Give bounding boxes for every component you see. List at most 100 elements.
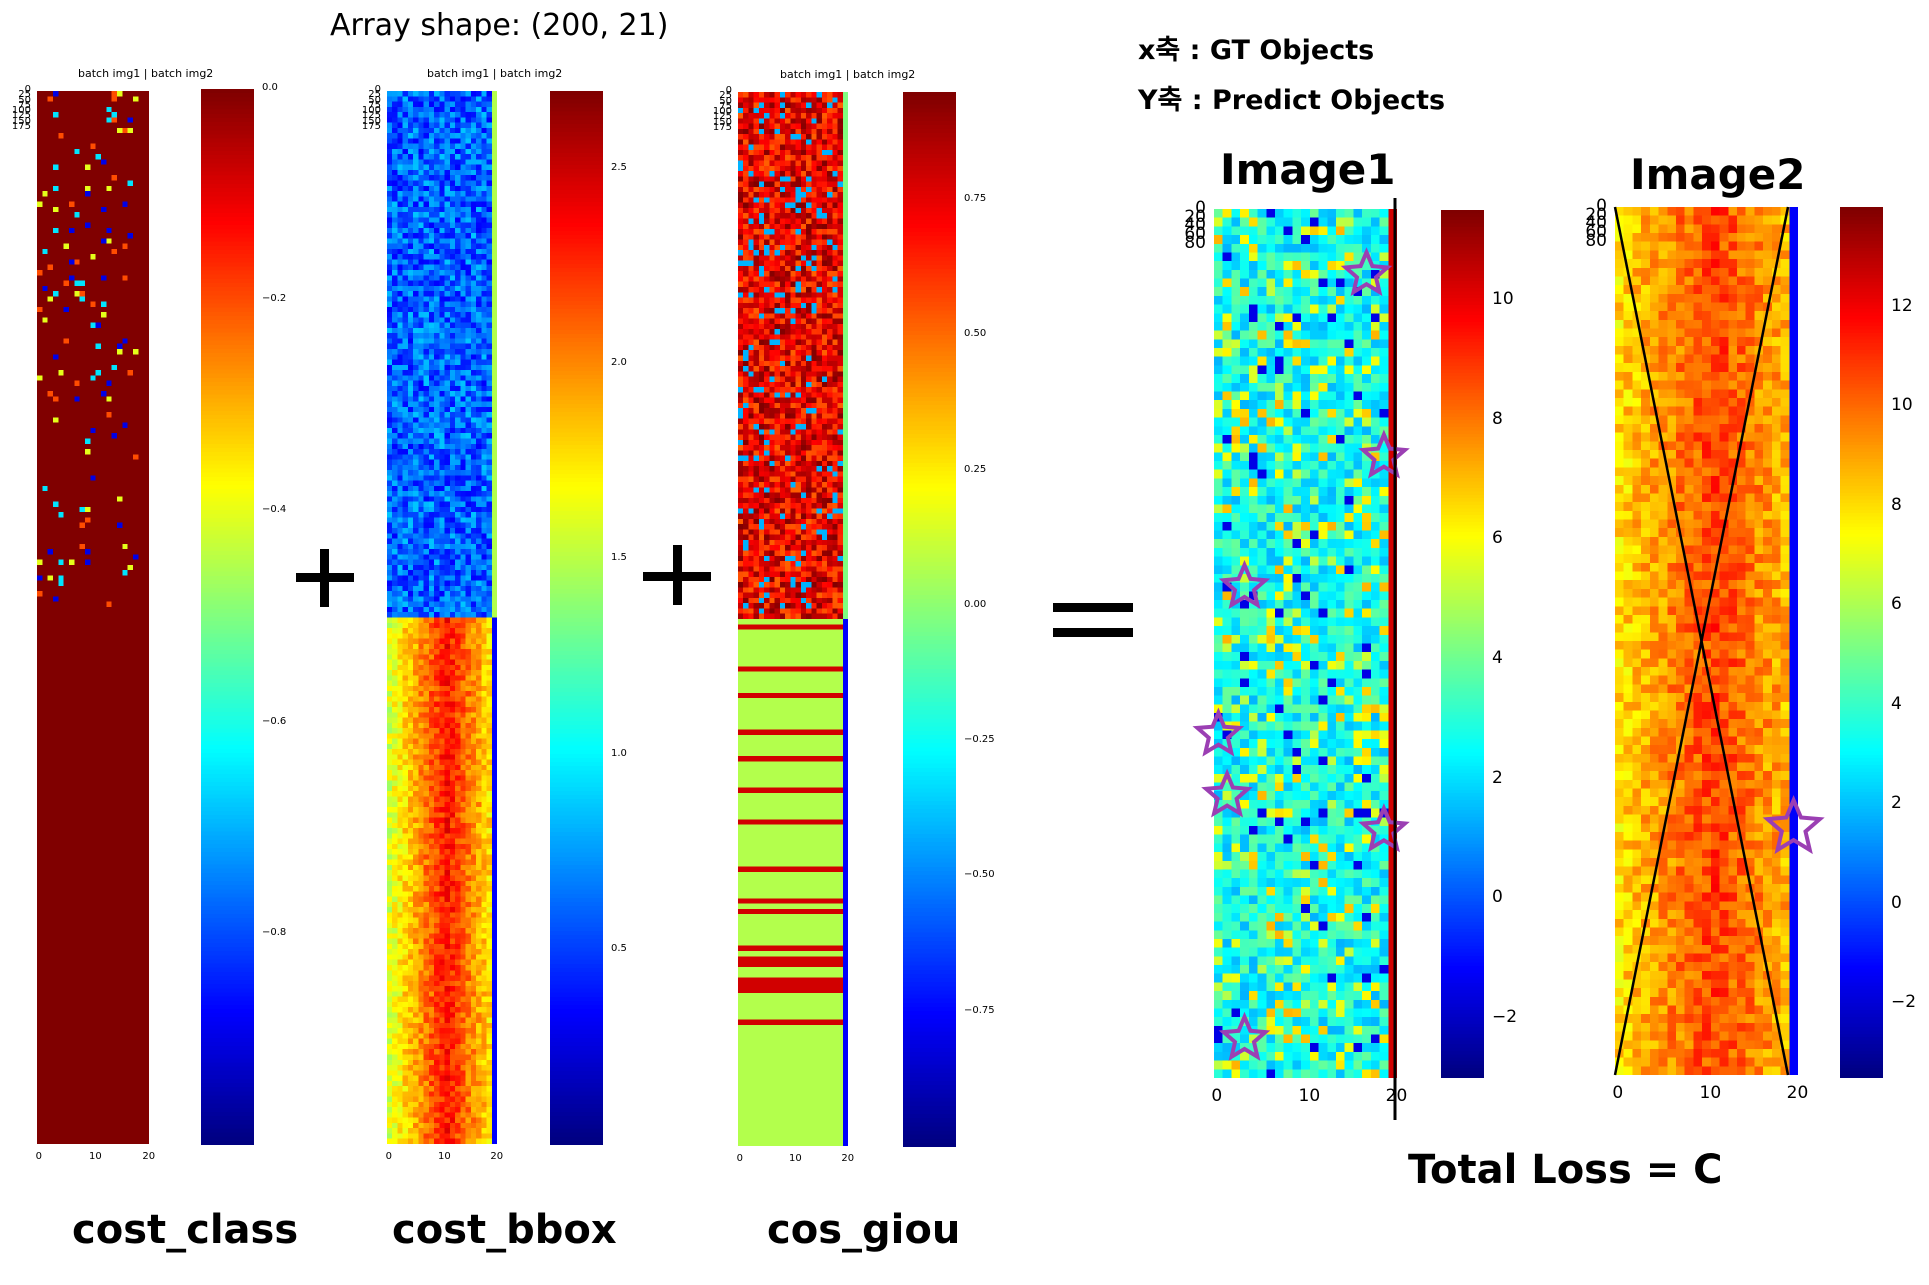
star-marker-icon [1762,794,1825,855]
x-tick-label: 0 [736,1153,743,1164]
colorbar-tick-label: 0 [1891,892,1902,913]
y-tick-label: 80 [1585,230,1607,251]
x-tick-label: 20 [841,1153,855,1164]
y-tick-label: 40 [1585,213,1607,234]
colorbar-tick-label: −0.8 [262,926,287,938]
x-tick-label: 20 [142,1151,156,1162]
y-tick-label: 100 [361,105,381,117]
y-tick-label: 175 [361,120,381,132]
x-tick-label: 10 [789,1153,802,1164]
cos-giou-colorbar [903,92,956,1147]
y-tick-label: 40 [1184,215,1206,236]
colorbar-tick-label: 8 [1891,494,1902,515]
y-tick-label: 0 [24,84,31,95]
y-tick-label: 25 [719,90,732,102]
y-tick-label: 50 [719,95,732,107]
cost-class-heatmap [37,91,149,1144]
y-tick-label: 60 [1184,224,1206,245]
y-tick-label: 25 [18,89,31,101]
y-tick-label: 75 [368,99,381,111]
star-marker-icon [1201,768,1253,818]
colorbar-tick-label: 1.5 [611,552,627,564]
colorbar-tick-label: 0.25 [964,463,987,475]
cost-bbox-label: cost_bbox [392,1207,617,1253]
x-tick-label: 0 [1612,1083,1624,1103]
star-marker-icon [1218,559,1271,609]
y-tick-label: 60 [1585,222,1607,243]
colorbar-tick-label: 8 [1492,408,1503,429]
y-tick-label: 125 [361,110,381,122]
x-tick-label: 0 [1211,1086,1223,1106]
y-tick-label: 0 [1195,198,1206,218]
image2-heatmap [1615,207,1798,1075]
star-marker-icon [1218,1011,1271,1061]
cost-bbox-colorbar [550,91,603,1145]
star-marker-icon [1192,707,1245,757]
colorbar-tick-label: −0.25 [964,734,995,746]
colorbar-tick-label: 2.0 [611,357,627,369]
y-tick-label: 0 [1596,196,1607,216]
colorbar-tick-label: 4 [1891,693,1902,714]
x-axis-note: x축 : GT Objects [1138,35,1375,66]
x-tick-label: 20 [1786,1083,1809,1103]
cos-giou-label: cos_giou [767,1207,961,1253]
star-marker-icon [1340,247,1393,297]
colorbar-tick-label: 2 [1891,793,1902,814]
y-tick-label: 75 [719,100,732,112]
colorbar-tick-label: 12 [1891,295,1913,316]
x-tick-label: 10 [1699,1083,1722,1103]
y-tick-label: 50 [368,94,381,106]
batch-label: batch img1 | batch img2 [427,67,563,80]
x-tick-label: 10 [438,1151,451,1162]
colorbar-tick-label: 1.0 [611,747,627,759]
colorbar-tick-label: 0.00 [964,598,987,610]
y-tick-label: 80 [1184,232,1206,253]
x-tick-label: 0 [385,1151,392,1162]
array-shape-label: Array shape: (200, 21) [330,8,669,43]
image2-colorbar [1840,207,1883,1078]
y-tick-label: 20 [1585,204,1607,225]
y-tick-label: 20 [1184,206,1206,227]
colorbar-tick-label: −0.6 [262,715,287,727]
colorbar-tick-label: 4 [1492,647,1503,668]
x-tick-label: 10 [1298,1086,1321,1106]
colorbar-tick-label: −0.75 [964,1004,995,1016]
y-tick-label: 150 [11,115,31,127]
cost-class-label: cost_class [72,1207,299,1253]
y-tick-label: 175 [11,120,31,132]
total-loss-label: Total Loss = C [1408,1147,1723,1193]
colorbar-tick-label: 0.50 [964,328,987,340]
cost-class-colorbar [201,89,254,1145]
y-tick-label: 50 [18,94,31,106]
colorbar-tick-label: −0.2 [262,293,287,305]
y-tick-label: 0 [374,84,381,95]
y-tick-label: 125 [11,110,31,122]
cost-bbox-heatmap [387,91,497,1144]
image1-colorbar [1441,210,1484,1078]
star-marker-icon [1358,429,1410,479]
y-tick-label: 100 [11,105,31,117]
image1-title: Image1 [1220,145,1396,194]
x-tick-label: 20 [490,1151,504,1162]
y-tick-label: 125 [712,111,732,123]
colorbar-tick-label: 10 [1492,288,1514,309]
colorbar-tick-label: −0.50 [964,869,995,881]
colorbar-tick-label: −2 [1492,1007,1518,1028]
colorbar-tick-label: 2 [1492,767,1503,788]
y-axis-note: Y축 : Predict Objects [1138,85,1446,116]
colorbar-tick-label: 0.0 [262,82,278,93]
y-tick-label: 0 [725,85,732,96]
y-tick-label: 100 [712,106,732,118]
x-tick-label: 10 [89,1151,102,1162]
image2-title: Image2 [1630,150,1806,199]
image1-heatmap [1214,209,1397,1078]
colorbar-tick-label: 2.5 [611,162,627,174]
y-tick-label: 25 [368,89,381,101]
colorbar-tick-label: 6 [1891,594,1902,615]
batch-label: batch img1 | batch img2 [780,68,916,81]
colorbar-tick-label: 10 [1891,395,1913,416]
colorbar-tick-label: 0.75 [964,193,987,205]
y-tick-label: 150 [361,115,381,127]
colorbar-tick-label: 6 [1492,528,1503,549]
